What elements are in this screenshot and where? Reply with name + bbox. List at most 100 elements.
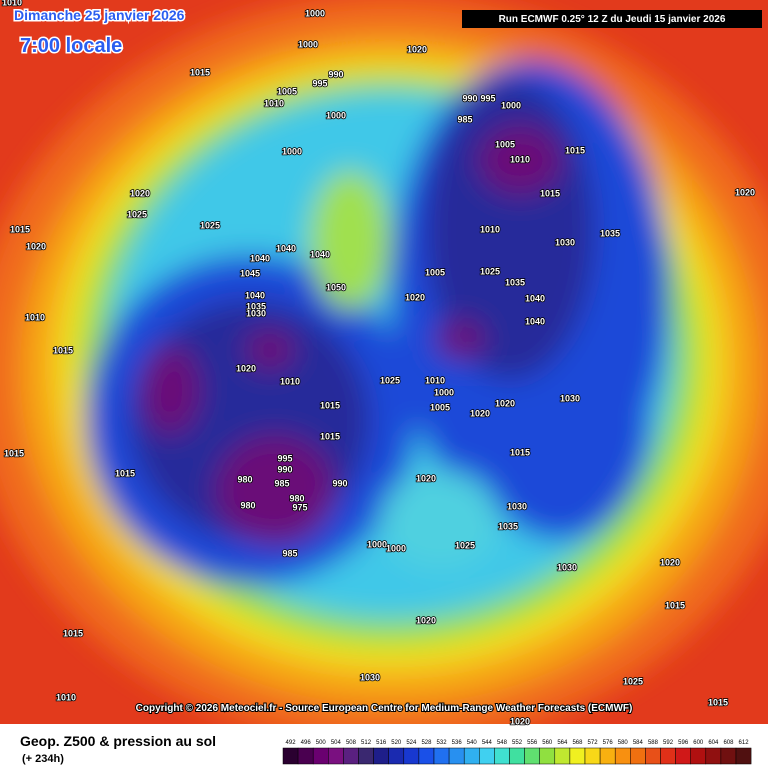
colorbar-tick-label: 516: [376, 740, 387, 746]
colorbar-tick-label: 604: [708, 740, 719, 746]
isobar-label: 1000: [326, 110, 346, 120]
isobar-label: 1000: [282, 146, 302, 156]
colorbar-tick-label: 544: [482, 740, 493, 746]
colorbar-cell: [358, 747, 374, 765]
isobar-label: 990: [328, 69, 343, 79]
colorbar-cell: [388, 747, 405, 765]
isobar-label: 1010: [25, 312, 45, 322]
isobar-label: 1015: [540, 188, 560, 198]
isobar-label: 1040: [525, 293, 545, 303]
colorbar-tick-label: 496: [301, 740, 312, 746]
isobar-label: 1020: [130, 188, 150, 198]
isobar-label: 1015: [565, 145, 585, 155]
colorbar-cell: [343, 747, 359, 765]
isobar-label: 1035: [600, 228, 620, 238]
isobar-label: 985: [457, 114, 472, 124]
colorbar-tick-label: 564: [557, 740, 568, 746]
isobar-label: 1015: [10, 224, 30, 234]
colorbar-cell: [312, 747, 329, 765]
isobar-label: 995: [480, 93, 495, 103]
colorbar-cell: [675, 747, 691, 765]
colorbar-tick-label: 556: [527, 740, 538, 746]
isobar-label: 1030: [246, 308, 266, 318]
isobar-label: 980: [237, 474, 252, 484]
isobar-label: 985: [282, 548, 297, 558]
colorbar-cell: [720, 747, 737, 765]
colorbar-tick-label: 576: [603, 740, 614, 746]
colorbar-tick-label: 580: [618, 740, 629, 746]
isobar-label: 1005: [495, 139, 515, 149]
colorbar-cell: [645, 747, 661, 765]
colorbar-tick-label: 524: [406, 740, 417, 746]
colorbar-tick-label: 608: [723, 740, 734, 746]
colorbar-tick-label: 588: [648, 740, 659, 746]
colorbar-cell: [735, 747, 752, 765]
time: 7:00 locale: [20, 35, 122, 57]
colorbar-cell: [403, 747, 420, 765]
isobar-label: 1025: [200, 220, 220, 230]
colorbar-tick-label: 560: [542, 740, 553, 746]
colorbar-cell: [569, 747, 586, 765]
isobar-label: 1020: [26, 241, 46, 251]
colorbar-cell: [373, 747, 389, 765]
isobar-label: 980: [289, 493, 304, 503]
isobar-label: 1035: [246, 301, 266, 311]
isobar-label: 1020: [407, 44, 427, 54]
isobar-label: 1030: [557, 562, 577, 572]
isobar-label: 1010: [425, 375, 445, 385]
isobar-label: 1020: [660, 557, 680, 567]
isobar-label: 1000: [305, 8, 325, 18]
colorbar-cell: [448, 747, 465, 765]
isobar-label: 1040: [525, 316, 545, 326]
colorbar-cell: [584, 747, 601, 765]
isobar-label: 1025: [380, 375, 400, 385]
isobar-label: 1010: [480, 224, 500, 234]
isobar-label: 1040: [276, 243, 296, 253]
colorbar-cell: [282, 747, 299, 765]
footer-lead: (+ 234h): [22, 753, 64, 765]
run-info: Run ECMWF 0.25° 12 Z du Jeudi 15 janvier…: [499, 14, 726, 25]
isobar-label: 985: [274, 478, 289, 488]
isobar-label: 1015: [320, 431, 340, 441]
colorbar-cell: [297, 747, 314, 765]
isobar-label: 1030: [360, 672, 380, 682]
isobar-label: 1045: [240, 268, 260, 278]
footer-title: Geop. Z500 & pression au sol: [20, 733, 216, 749]
colorbar-tick-label: 568: [572, 740, 583, 746]
isobar-label: 1020: [416, 473, 436, 483]
colorbar-tick-label: 520: [391, 740, 402, 746]
colorbar-cell: [418, 747, 435, 765]
colorbar-tick-label: 504: [331, 740, 342, 746]
isobar-label: 1025: [623, 676, 643, 686]
z500-field: [0, 0, 768, 745]
isobar-label: 990: [332, 478, 347, 488]
colorbar-tick-label: 596: [678, 740, 689, 746]
isobar-label: 1030: [560, 393, 580, 403]
isobar-label: 1015: [190, 67, 210, 77]
isobar-label: 990: [277, 464, 292, 474]
isobar-label: 975: [292, 502, 307, 512]
isobar-label: 1020: [470, 408, 490, 418]
isobar-label: 980: [240, 500, 255, 510]
colorbar-tick-label: 592: [663, 740, 674, 746]
colorbar-tick-label: 512: [361, 740, 372, 746]
isobar-label: 1010: [2, 0, 22, 7]
isobar-label: 1025: [455, 540, 475, 550]
isobar-label: 1020: [405, 292, 425, 302]
isobar-label: 1015: [4, 448, 24, 458]
colorbar-tick-label: 492: [286, 740, 297, 746]
colorbar-tick-label: 548: [497, 740, 508, 746]
isobar-label: 1030: [507, 501, 527, 511]
isobar-label: 1010: [264, 98, 284, 108]
copyright: Copyright © 2026 Meteociel.fr - Source E…: [136, 703, 633, 714]
isobar-label: 1005: [277, 86, 297, 96]
isobar-label: 1020: [416, 615, 436, 625]
colorbar-tick-label: 552: [512, 740, 523, 746]
colorbar-cell: [509, 747, 525, 765]
run-box: [462, 10, 762, 28]
isobar-label: 1025: [480, 266, 500, 276]
isobar-label: 1015: [708, 697, 728, 707]
colorbar-cell: [705, 747, 722, 765]
